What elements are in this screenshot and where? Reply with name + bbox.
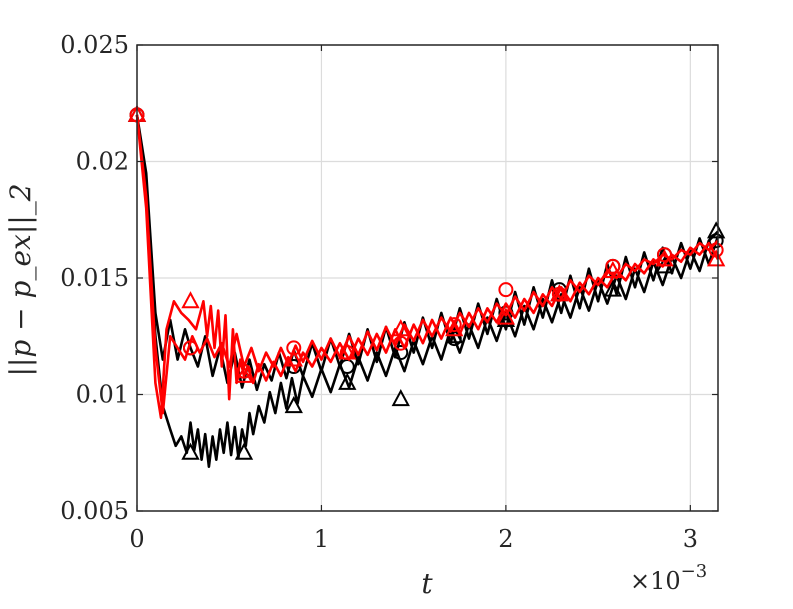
y-tick-label: 0.02	[76, 148, 129, 176]
x-axis-label: t	[421, 567, 433, 600]
triangle-marker	[603, 260, 623, 279]
circle-marker	[446, 317, 462, 333]
triangle-marker	[706, 221, 726, 239]
triangle-marker	[284, 396, 303, 414]
circle-marker	[708, 242, 724, 258]
x-tick-label: 1	[314, 525, 329, 553]
triangle-marker	[496, 307, 516, 325]
x-axis-multiplier: ×10−3	[630, 561, 707, 595]
y-axis-label: ||p − p_ex||_2	[4, 183, 37, 376]
circle-marker	[182, 340, 198, 356]
circle-marker	[236, 363, 252, 379]
triangle-marker	[603, 279, 623, 297]
series-line-3	[135, 114, 719, 415]
series-line-2	[135, 114, 720, 420]
triangle-marker	[234, 442, 254, 460]
circle-marker	[393, 345, 409, 361]
circle-marker	[551, 286, 567, 302]
y-tick-label: 0.005	[60, 497, 129, 525]
triangle-marker	[234, 365, 254, 383]
circle-marker	[339, 345, 355, 361]
series-line-0	[135, 114, 719, 469]
circle-marker	[498, 282, 514, 298]
circle-marker	[286, 340, 302, 356]
x-tick-label: 0	[129, 525, 144, 553]
triangle-marker	[391, 389, 410, 407]
triangle-marker	[181, 291, 200, 309]
circle-marker	[393, 335, 409, 351]
ticks: 0 1 2 3 0.005 0.01 0.015 0.02 0.025	[60, 31, 718, 553]
triangle-marker	[706, 249, 726, 267]
triangle-marker	[338, 372, 357, 390]
circle-marker	[708, 233, 724, 249]
x-tick-label: 3	[683, 525, 698, 553]
circle-marker	[605, 258, 621, 274]
y-tick-label: 0.01	[76, 381, 129, 409]
x-tick-label: 2	[498, 525, 513, 553]
x-multiplier-exponent: −3	[681, 561, 708, 582]
triangle-marker	[445, 319, 464, 337]
x-multiplier-base: ×10	[630, 567, 681, 595]
y-tick-label: 0.025	[60, 31, 129, 59]
triangle-marker	[181, 442, 200, 460]
circle-marker	[657, 247, 673, 263]
y-tick-label: 0.015	[60, 264, 129, 292]
series-layer	[127, 104, 726, 469]
